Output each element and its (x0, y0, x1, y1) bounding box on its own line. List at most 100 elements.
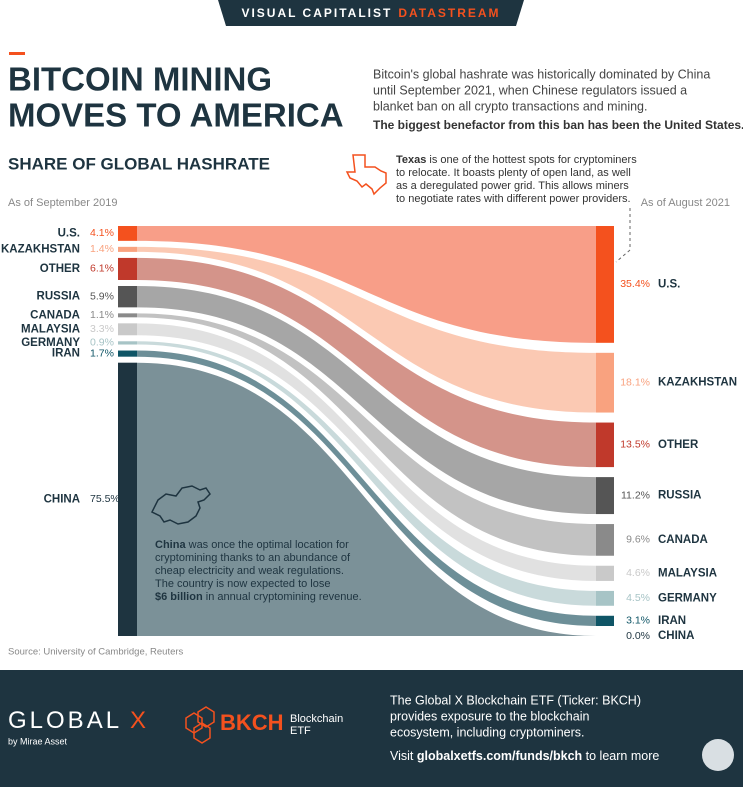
bar (118, 323, 137, 336)
vc-logo (702, 739, 734, 771)
category-label: CANADA (30, 309, 80, 321)
logo-x: X (130, 707, 149, 734)
china-icon (150, 485, 211, 525)
value-label: 1.4% (90, 243, 114, 255)
left-heading: As of September 2019 (8, 197, 117, 209)
value-label: 11.2% (621, 489, 650, 501)
value-label: 4.5% (626, 592, 650, 604)
brand: VISUAL CAPITALIST (241, 6, 392, 20)
bar (596, 524, 614, 556)
source: Source: University of Cambridge, Reuters (8, 647, 184, 658)
china-bold: $6 billion (155, 591, 203, 603)
category-label: MALAYSIA (658, 567, 717, 579)
china-line: was once the optimal location for (186, 539, 350, 551)
bkch-icon (185, 706, 215, 744)
china-note: $6 billion in annual cryptomining revenu… (155, 591, 362, 603)
subtitle: SHARE OF GLOBAL HASHRATE (8, 154, 270, 173)
value-label: 0.9% (90, 337, 114, 349)
logo-word: GLOBAL (8, 707, 122, 734)
ticker: BKCH (220, 710, 284, 735)
product: DATASTREAM (398, 6, 500, 20)
ticker-name: ETF (290, 725, 311, 737)
value-label: 75.5% (90, 493, 120, 505)
flow (137, 341, 596, 606)
category-label: CHINA (44, 493, 80, 505)
flow (137, 313, 596, 556)
texas-line: is one of the hottest spots for cryptomi… (426, 154, 637, 166)
callout-line (615, 208, 631, 263)
value-label: 9.6% (626, 534, 650, 546)
category-label: OTHER (40, 263, 81, 275)
value-label: 1.1% (90, 309, 114, 321)
header: VISUAL CAPITALIST DATASTREAM (241, 6, 500, 20)
bar (118, 226, 137, 241)
value-label: 13.5% (620, 439, 650, 451)
category-label: CHINA (658, 630, 694, 642)
category-label: GERMANY (21, 337, 80, 349)
flow (137, 246, 596, 413)
china-line: The country is now expected to lose (155, 578, 330, 590)
bar (118, 350, 137, 357)
visit: Visit globalxetfs.com/funds/bkch to lear… (390, 749, 659, 763)
texas-bold: Texas (396, 154, 426, 166)
bar (596, 477, 614, 515)
category-label: U.S. (58, 227, 80, 239)
value-label: 3.1% (626, 615, 650, 627)
intro: until September 2021, when Chinese regul… (373, 83, 687, 97)
bar (596, 422, 614, 468)
value-label: 4.1% (90, 227, 114, 239)
category-label: KAZAKHSTAN (658, 377, 737, 389)
bar (596, 615, 614, 626)
value-label: 35.4% (620, 278, 650, 290)
description: ecosystem, including cryptominers. (390, 725, 585, 739)
bar (596, 226, 614, 343)
value-label: 6.1% (90, 263, 114, 275)
visit-text: Visit (390, 749, 417, 763)
flow (137, 257, 596, 468)
category-label: CANADA (658, 534, 708, 546)
description: The Global X Blockchain ETF (Ticker: BKC… (390, 693, 641, 707)
bar (596, 590, 614, 606)
visit-text: to learn more (582, 749, 659, 763)
accent (9, 52, 25, 55)
texas-note: Texas is one of the hottest spots for cr… (396, 154, 637, 166)
bar (118, 313, 137, 318)
right-heading: As of August 2021 (641, 197, 730, 209)
title: BITCOIN MINING (8, 61, 272, 98)
title: MOVES TO AMERICA (8, 97, 344, 134)
header-tab (218, 0, 524, 26)
bar (118, 246, 137, 252)
category-label: KAZAKHSTAN (1, 243, 80, 255)
logo: GLOBAL X (8, 707, 149, 734)
bar (118, 362, 137, 636)
flow-chart: U.S. 4.1% 35.4% U.S. KAZAKHSTAN 1.4% 18.1% KAZA… (1, 226, 737, 642)
visit-link[interactable]: globalxetfs.com/funds/bkch (417, 749, 582, 763)
value-label: 0.0% (626, 630, 650, 642)
texas-line: as a deregulated power grid. This allows… (396, 180, 629, 192)
category-label: RUSSIA (37, 291, 80, 303)
description: provides exposure to the blockchain (390, 709, 589, 723)
value-label: 18.1% (620, 376, 650, 388)
bar (118, 341, 137, 345)
value-label: 5.9% (90, 290, 114, 302)
footer (0, 670, 743, 787)
china-note: China was once the optimal location for (155, 539, 349, 551)
texas-icon (345, 154, 387, 196)
value-label: 1.7% (90, 347, 114, 359)
china-line: in annual cryptomining revenue. (203, 591, 362, 603)
category-label: RUSSIA (658, 490, 701, 502)
bar (118, 257, 137, 280)
intro: blanket ban on all crypto transactions a… (373, 99, 647, 113)
china-line: cryptomining thanks to an abundance of (155, 552, 351, 564)
flow (137, 323, 596, 581)
value-label: 3.3% (90, 323, 114, 335)
bar (118, 285, 137, 308)
category-label: IRAN (658, 615, 686, 627)
value-label: 4.6% (626, 567, 650, 579)
highlight: The biggest benefactor from this ban has… (373, 118, 743, 132)
texas-line: to relocate. It boasts plenty of open la… (396, 167, 631, 179)
category-label: U.S. (658, 278, 680, 290)
category-label: OTHER (658, 439, 699, 451)
intro: Bitcoin's global hashrate was historical… (373, 67, 710, 81)
ticker-name: Blockchain (290, 713, 343, 725)
